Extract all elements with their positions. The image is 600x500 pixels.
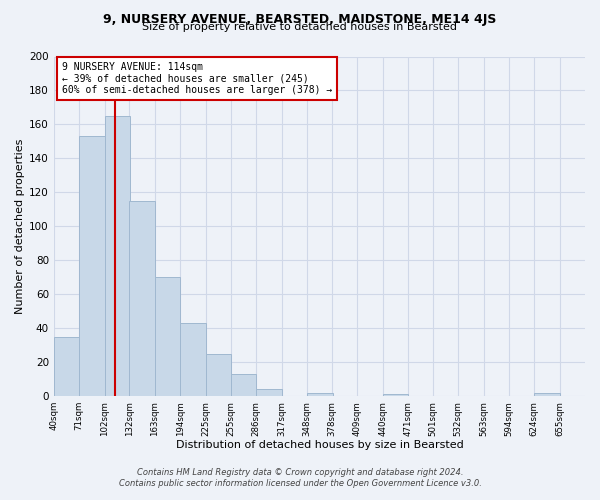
Bar — [534, 392, 560, 396]
Bar — [181, 323, 206, 396]
X-axis label: Distribution of detached houses by size in Bearsted: Distribution of detached houses by size … — [176, 440, 463, 450]
Bar — [54, 336, 79, 396]
Bar — [206, 354, 232, 396]
Text: Contains HM Land Registry data © Crown copyright and database right 2024.
Contai: Contains HM Land Registry data © Crown c… — [119, 468, 481, 487]
Bar — [230, 374, 256, 396]
Y-axis label: Number of detached properties: Number of detached properties — [15, 138, 25, 314]
Bar — [79, 136, 105, 396]
Bar — [105, 116, 130, 396]
Bar — [383, 394, 408, 396]
Bar — [256, 390, 281, 396]
Bar — [130, 201, 155, 396]
Bar — [155, 277, 181, 396]
Text: Size of property relative to detached houses in Bearsted: Size of property relative to detached ho… — [143, 22, 458, 32]
Text: 9 NURSERY AVENUE: 114sqm
← 39% of detached houses are smaller (245)
60% of semi-: 9 NURSERY AVENUE: 114sqm ← 39% of detach… — [62, 62, 332, 95]
Bar — [307, 392, 332, 396]
Text: 9, NURSERY AVENUE, BEARSTED, MAIDSTONE, ME14 4JS: 9, NURSERY AVENUE, BEARSTED, MAIDSTONE, … — [103, 12, 497, 26]
